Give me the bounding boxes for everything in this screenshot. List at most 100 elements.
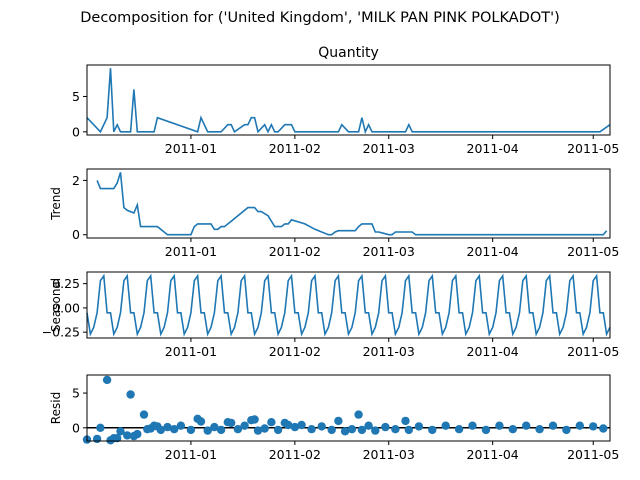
y-tick-label: 5	[72, 386, 80, 401]
resid-point	[562, 425, 571, 435]
trend-panel: Trend 0 2 2011-01 2011-02 2011-03 2011-04 2011-…	[49, 168, 619, 259]
x-tick-label: 2011-01	[165, 344, 217, 359]
panel-title: Quantity	[318, 45, 379, 61]
resid-point	[170, 425, 179, 434]
resid-point	[371, 426, 380, 435]
x-tick-label: 2011-04	[467, 244, 519, 259]
resid-point	[354, 410, 363, 419]
x-tick-label: 2011-01	[165, 141, 217, 156]
x-tick-label: 2011-05	[567, 244, 619, 259]
x-tick-label: 2011-05	[567, 141, 619, 156]
x-tick-label: 2011-01	[165, 244, 217, 259]
resid-point	[186, 425, 196, 435]
series-line	[86, 68, 611, 135]
x-tick-label: 2011-05	[567, 344, 619, 359]
y-axis-label: Seasonal	[49, 278, 63, 332]
resid-point	[441, 421, 450, 430]
x-tick-label: 2011-02	[269, 244, 321, 259]
resid-point	[334, 416, 343, 426]
resid-point	[113, 434, 122, 443]
series-line	[86, 273, 611, 337]
resid-point	[327, 425, 336, 435]
x-tick-label: 2011-04	[467, 141, 519, 156]
resid-point	[347, 425, 357, 434]
resid-point	[240, 421, 249, 430]
y-tick-label: 0	[72, 420, 80, 435]
x-tick-label: 2011-04	[467, 344, 519, 359]
resid-point	[340, 427, 350, 436]
resid-point	[139, 410, 149, 419]
y-axis-label: Resid	[49, 392, 63, 424]
resid-point	[599, 424, 608, 433]
resid-point	[404, 425, 413, 435]
axes-frame	[86, 168, 611, 239]
resid-point	[163, 422, 172, 432]
resid-point	[250, 415, 259, 424]
axes-frame	[86, 64, 611, 136]
resid-point	[260, 424, 269, 433]
axes-frame	[86, 374, 611, 442]
series-line	[96, 172, 608, 236]
x-tick-label: 2011-04	[467, 447, 519, 462]
resid-point	[391, 425, 400, 434]
y-axis-label: Trend	[49, 187, 63, 221]
x-tick-label: 2011-01	[165, 447, 217, 462]
y-tick-label: 5	[72, 89, 80, 104]
resid-point	[233, 425, 243, 434]
resid-point	[401, 416, 410, 426]
resid-point	[495, 421, 504, 430]
resid-point	[273, 425, 283, 435]
axes-frame	[86, 271, 611, 339]
resid-point	[267, 418, 276, 427]
resid-point	[522, 421, 531, 430]
y-tick-label: 2	[72, 173, 80, 188]
resid-point	[357, 425, 367, 435]
x-tick-label: 2011-03	[363, 141, 415, 156]
resid-point	[535, 425, 544, 434]
resid-point	[126, 390, 135, 399]
resid-point	[414, 422, 424, 431]
x-tick-label: 2011-02	[269, 141, 321, 156]
resid-point	[317, 422, 326, 431]
resid-point	[176, 421, 186, 430]
resid-point	[92, 434, 102, 444]
x-tick-label: 2011-05	[567, 447, 619, 462]
resid-point	[364, 421, 373, 430]
resid-point	[210, 422, 219, 432]
resid-point	[227, 418, 236, 428]
resid-point	[203, 426, 212, 435]
x-tick-label: 2011-02	[269, 447, 321, 462]
y-tick-label: 0.25	[52, 276, 80, 291]
resid-point	[297, 420, 306, 430]
resid-point	[156, 425, 165, 435]
resid-point	[96, 423, 105, 432]
resid-point	[468, 421, 477, 430]
y-tick-label: −0.25	[42, 325, 80, 340]
resid-point	[508, 425, 517, 434]
y-tick-label: 0	[72, 227, 80, 242]
y-tick-label: 0	[72, 124, 80, 139]
resid-point	[196, 417, 206, 426]
x-tick-label: 2011-03	[363, 344, 415, 359]
resid-point	[290, 422, 300, 432]
resid-panel: Resid 0 5 2011-01 2011-02 2011-03 2011-04 2011-…	[49, 374, 619, 462]
x-tick-label: 2011-03	[363, 244, 415, 259]
resid-point	[575, 421, 584, 430]
resid-point	[123, 431, 132, 440]
resid-point	[454, 425, 464, 434]
quantity-panel: Quantity 0 5 2011-01 2011-02 2011-03 2011-04 20…	[72, 45, 619, 156]
x-tick-label: 2011-02	[269, 344, 321, 359]
resid-point	[307, 425, 316, 434]
seasonal-panel: Seasonal−0.25 0.00 0.25 2011-01 2011-02 2011-…	[42, 271, 619, 359]
x-tick-label: 2011-03	[363, 447, 415, 462]
figure-title: Decomposition for ('United Kingdom', 'MI…	[80, 10, 560, 26]
resid-point	[116, 427, 125, 436]
resid-point	[548, 421, 558, 430]
resid-point	[381, 422, 390, 432]
resid-point	[133, 429, 142, 439]
y-tick-label: 0.00	[52, 300, 80, 315]
resid-point	[216, 425, 226, 435]
resid-point	[284, 420, 293, 430]
resid-point	[428, 425, 437, 435]
